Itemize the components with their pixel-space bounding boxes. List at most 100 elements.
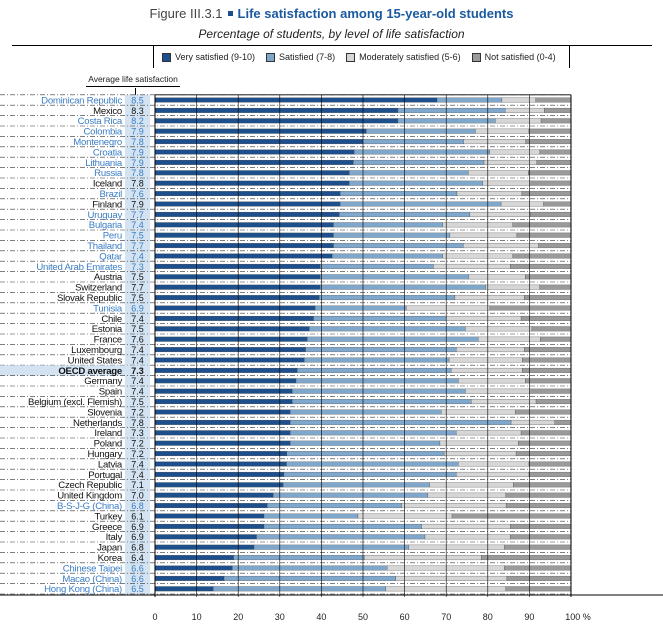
average-value: 7.5: [131, 272, 144, 282]
bar-segment-not-satisfied: [543, 201, 572, 207]
legend-swatch-very: [162, 52, 171, 62]
highlight-row-background: [0, 365, 150, 376]
bar-segment-not-satisfied: [530, 211, 572, 217]
bar-segment-moderately-satisfied: [446, 315, 522, 321]
bar-segment-very-satisfied: [154, 419, 291, 425]
bar-segment-moderately-satisfied: [456, 347, 525, 353]
country-label: Greece: [92, 522, 122, 533]
bar-segment-not-satisfied: [535, 97, 572, 103]
bar-segment-satisfied: [333, 243, 464, 249]
average-value: 7.8: [131, 137, 144, 147]
country-label: Montenegro: [73, 137, 122, 148]
country-label: Tunisia: [93, 303, 123, 314]
bar-segment-not-satisfied: [540, 336, 572, 342]
bar-segment-moderately-satisfied: [421, 523, 511, 529]
figure-title: Figure III.3.1 Life satisfaction among 15…: [0, 6, 663, 21]
x-tick-label: 70: [441, 612, 451, 622]
arrow-down-icon: [135, 88, 136, 95]
average-value: 7.0: [131, 491, 144, 501]
average-value: 7.4: [131, 459, 144, 469]
country-label: Hungary: [87, 449, 122, 460]
average-value: 6.9: [131, 303, 144, 313]
bar-segment-satisfied: [263, 523, 422, 529]
bar-segment-not-satisfied: [554, 419, 572, 425]
bar-segment-satisfied: [320, 263, 434, 269]
bar-segment-not-satisfied: [516, 232, 572, 238]
bar-segment-not-satisfied: [504, 565, 572, 571]
bar-segment-satisfied: [283, 471, 457, 477]
average-value: 7.1: [131, 480, 144, 490]
bar-segment-very-satisfied: [154, 357, 305, 363]
country-label: Belgium (excl. Flemish): [28, 397, 122, 408]
average-value: 7.4: [131, 376, 144, 386]
average-value: 7.4: [131, 470, 144, 480]
bar-segment-moderately-satisfied: [469, 211, 531, 217]
bar-segment-very-satisfied: [154, 180, 350, 186]
average-value: 7.3: [131, 262, 144, 272]
bar-segment-very-satisfied: [154, 305, 316, 311]
legend: Very satisfied (9-10) Satisfied (7-8) Mo…: [153, 46, 570, 68]
average-value: 6.1: [131, 511, 144, 521]
figure-number: Figure III.3.1: [149, 6, 223, 21]
legend-swatch-moderate: [346, 52, 356, 62]
average-value: 6.4: [131, 553, 144, 563]
bar-segment-very-satisfied: [154, 274, 321, 280]
bar-segment-satisfied: [233, 555, 365, 561]
x-tick-label: 90: [524, 612, 534, 622]
bar-segment-moderately-satisfied: [395, 575, 508, 581]
bar-segment-very-satisfied: [154, 461, 287, 467]
bar-segment-not-satisfied: [520, 315, 572, 321]
bar-segment-satisfied: [333, 222, 444, 228]
average-value: 7.5: [131, 231, 144, 241]
country-label: Netherlands: [73, 418, 122, 429]
country-label: Lithuania: [85, 158, 123, 169]
bar-segment-not-satisfied: [539, 149, 572, 155]
country-label: Slovenia: [87, 407, 123, 418]
legend-label: Satisfied (7-8): [279, 52, 336, 62]
country-label: Colombia: [83, 127, 122, 138]
country-label: OECD average: [58, 366, 122, 377]
average-value: 8.2: [131, 116, 144, 126]
average-value: 7.7: [131, 210, 144, 220]
country-label: Japan: [97, 543, 122, 554]
bar-segment-satisfied: [232, 565, 388, 571]
bar-segment-satisfied: [290, 419, 512, 425]
bar-segment-satisfied: [290, 430, 457, 436]
country-label: Peru: [103, 231, 122, 242]
bar-segment-very-satisfied: [154, 544, 255, 550]
average-value: 7.8: [131, 179, 144, 189]
country-label: Estonia: [92, 324, 123, 335]
bar-segment-moderately-satisfied: [505, 107, 545, 113]
bar-segment-moderately-satisfied: [456, 430, 522, 436]
bar-segment-satisfied: [282, 482, 430, 488]
average-value: 7.4: [131, 251, 144, 261]
bar-segment-very-satisfied: [154, 471, 285, 477]
bar-segment-not-satisfied: [539, 284, 572, 290]
legend-item-moderately-satisfied: Moderately satisfied (5-6): [346, 52, 461, 62]
average-value: 7.5: [131, 293, 144, 303]
bar-segment-very-satisfied: [154, 523, 265, 529]
legend-swatch-not: [471, 52, 481, 62]
average-value: 7.9: [131, 127, 144, 137]
bar-segment-not-satisfied: [536, 159, 572, 165]
bar-segment-satisfied: [305, 347, 457, 353]
country-label: B-S-J-G (China): [57, 501, 122, 512]
bar-segment-satisfied: [436, 97, 503, 103]
bar-segment-satisfied: [339, 201, 502, 207]
bar-segment-not-satisfied: [535, 399, 572, 405]
bar-segment-satisfied: [309, 326, 466, 332]
bar-segment-moderately-satisfied: [456, 471, 530, 477]
bar-segment-not-satisfied: [512, 253, 572, 259]
bar-segment-very-satisfied: [154, 586, 214, 592]
country-label: Brazil: [100, 189, 123, 200]
country-label: Costa Rica: [78, 116, 123, 127]
average-value: 7.3: [131, 428, 144, 438]
bar-segment-satisfied: [315, 305, 407, 311]
bar-segment-not-satisfied: [525, 378, 572, 384]
bar-segment-not-satisfied: [518, 440, 572, 446]
country-label: Russia: [94, 168, 123, 179]
bar-segment-very-satisfied: [154, 243, 334, 249]
average-value: 8.3: [131, 106, 144, 116]
country-label: Spain: [99, 387, 122, 398]
average-column-label: Average life satisfaction: [86, 74, 180, 87]
